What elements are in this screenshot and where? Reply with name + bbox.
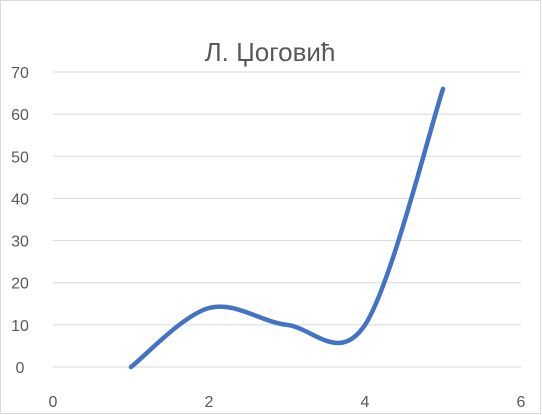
x-tick-label-4: 4	[361, 394, 370, 411]
x-tick-label-2: 2	[205, 394, 214, 411]
y-tick-label-30: 30	[11, 234, 29, 251]
y-axis-tick-labels: 0 10 20 30 40 50 60 70	[11, 65, 29, 377]
y-tick-label-40: 40	[11, 191, 29, 208]
x-tick-label-0: 0	[49, 394, 58, 411]
y-tick-label-0: 0	[16, 360, 25, 377]
series-layer	[128, 86, 446, 370]
x-tick-label-6: 6	[517, 394, 526, 411]
x-axis-tick-labels: 0 2 4 6	[49, 394, 526, 411]
y-tick-label-10: 10	[11, 318, 29, 335]
y-tick-label-50: 50	[11, 149, 29, 166]
y-tick-label-60: 60	[11, 107, 29, 124]
series-line-0	[128, 86, 446, 370]
y-tick-label-70: 70	[11, 65, 29, 82]
chart-title: Л. Џоговић	[205, 37, 336, 67]
y-tick-label-20: 20	[11, 276, 29, 293]
